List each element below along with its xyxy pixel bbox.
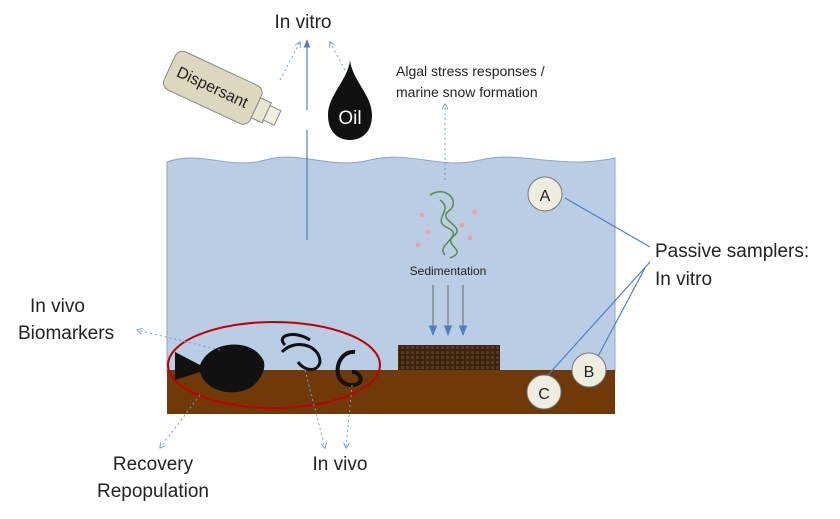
oil-drop	[328, 60, 372, 140]
label: marine snow formation	[396, 84, 538, 100]
label: C	[538, 386, 550, 403]
dispersant-bottle: Dispersant	[162, 50, 282, 126]
label: Repopulation	[97, 481, 209, 502]
label: B	[584, 364, 595, 381]
arrow	[160, 394, 201, 448]
arrow	[304, 369, 325, 448]
label: In vitro	[274, 12, 331, 33]
label: In vitro	[655, 269, 712, 290]
sampler: A	[527, 176, 563, 212]
label: Biomarkers	[18, 323, 114, 344]
algae	[429, 190, 458, 259]
sampler: B	[571, 352, 607, 388]
arrow	[346, 384, 353, 448]
flatfish	[175, 344, 265, 393]
arrow	[137, 330, 221, 351]
organism-circle	[167, 321, 381, 409]
sediment-arrows	[428, 285, 468, 337]
sediment-trap	[398, 345, 500, 370]
label: Sedimentation	[410, 264, 487, 278]
water	[166, 156, 616, 373]
shrimp	[280, 333, 322, 371]
sampler: C	[526, 374, 562, 410]
label: Recovery	[113, 454, 194, 475]
arrow	[330, 42, 346, 71]
particles	[415, 209, 478, 248]
label: Algal stress responses /	[396, 63, 545, 79]
label: In vivo	[30, 296, 85, 317]
label: Oil	[338, 108, 361, 129]
line	[564, 197, 651, 248]
label: A	[540, 188, 551, 205]
label: Passive samplers:	[655, 241, 809, 262]
label: In vivo	[313, 454, 368, 475]
line	[595, 267, 646, 361]
arrow	[279, 42, 300, 81]
line	[547, 261, 651, 376]
